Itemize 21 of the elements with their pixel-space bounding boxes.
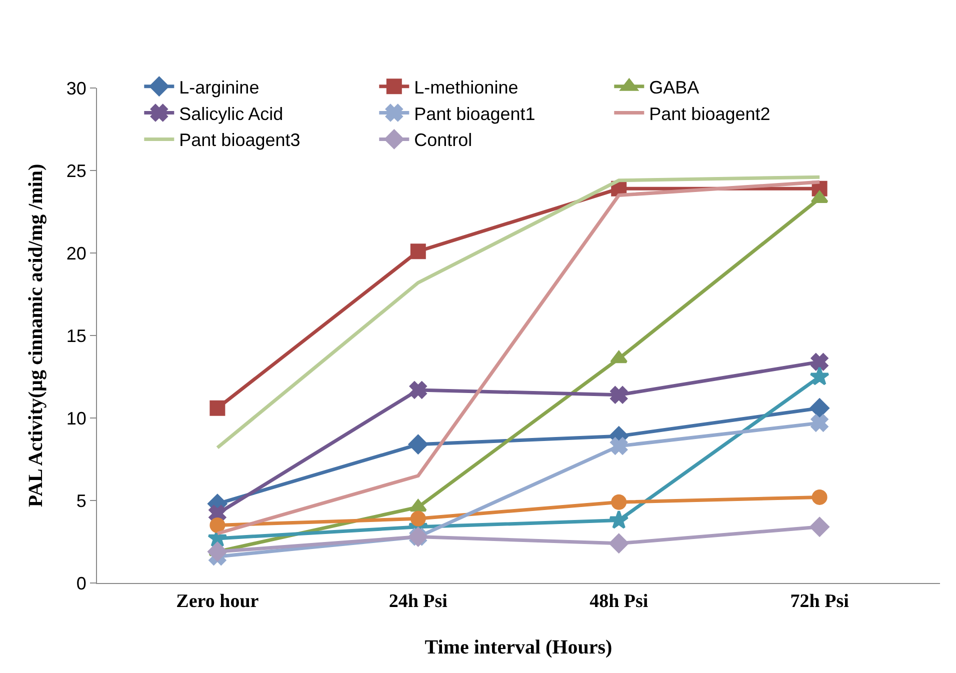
y-tick-label: 20 bbox=[66, 243, 86, 264]
x-tick-label: Zero hour bbox=[176, 590, 260, 612]
y-tick-label: 25 bbox=[66, 160, 86, 181]
legend-label: GABA bbox=[649, 77, 700, 98]
y-tick-label: 5 bbox=[76, 490, 86, 511]
legend-label: Pant bioagent1 bbox=[414, 104, 536, 124]
x-tick-label: 24h Psi bbox=[388, 590, 448, 612]
y-tick-label: 10 bbox=[66, 408, 86, 428]
legend-label: Control bbox=[414, 130, 472, 150]
y-tick-label: 15 bbox=[66, 326, 86, 346]
x-tick-label: 48h Psi bbox=[590, 590, 648, 612]
legend-label: Pant bioagent3 bbox=[179, 130, 300, 150]
x-axis-title: Time interval (Hours) bbox=[424, 636, 612, 658]
y-axis-title: PAL Activity(µg cinnamic acid/mg /min) bbox=[24, 164, 47, 508]
y-tick-label: 30 bbox=[66, 78, 86, 98]
legend-label: L-arginine bbox=[179, 77, 260, 98]
legend-label: Salicylic Acid bbox=[179, 104, 284, 124]
y-tick-label: 0 bbox=[76, 573, 86, 594]
legend-label: Pant bioagent2 bbox=[649, 104, 770, 124]
x-tick-label: 72h Psi bbox=[790, 590, 849, 612]
legend-label: L-methionine bbox=[414, 77, 518, 98]
